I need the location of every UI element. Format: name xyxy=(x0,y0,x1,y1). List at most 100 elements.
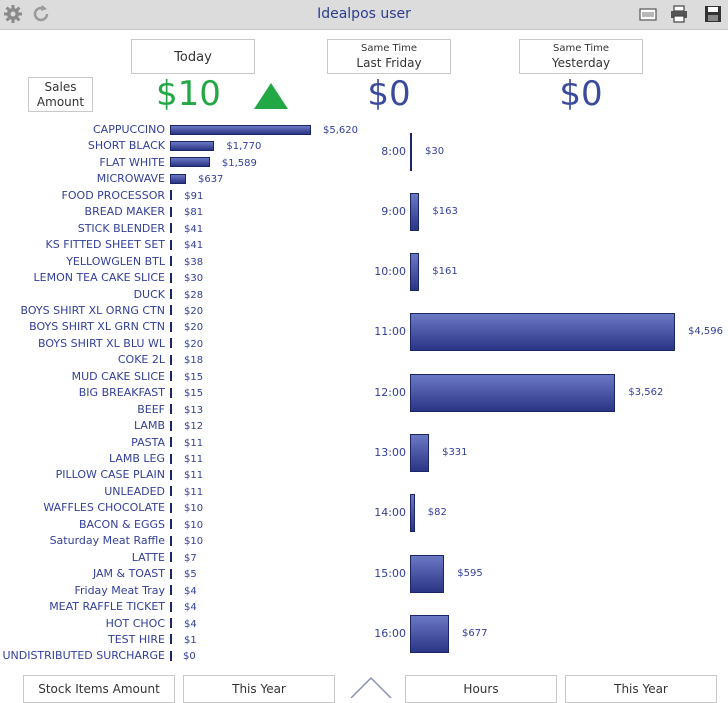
product-label: Friday Meat Tray xyxy=(74,583,165,597)
product-label: UNLEADED xyxy=(104,484,165,498)
product-bar[interactable] xyxy=(170,634,172,645)
chevron-up-icon[interactable] xyxy=(350,676,392,698)
product-bar[interactable] xyxy=(170,124,311,135)
product-value: $41 xyxy=(184,240,204,252)
hour-bar[interactable] xyxy=(410,133,412,171)
product-bar[interactable] xyxy=(170,420,172,431)
product-bar[interactable] xyxy=(170,535,172,546)
product-label: MICROWAVE xyxy=(96,172,165,186)
product-bar[interactable] xyxy=(170,502,172,513)
product-label: LATTE xyxy=(131,550,165,564)
product-bar[interactable] xyxy=(170,223,172,234)
product-label: JAM & TOAST xyxy=(92,567,165,581)
product-value: $30 xyxy=(184,273,204,285)
product-label: LAMB LEG xyxy=(108,452,165,465)
product-bar[interactable] xyxy=(170,519,172,530)
product-bar[interactable] xyxy=(170,321,172,332)
product-label: BEEF xyxy=(137,402,165,416)
save-icon[interactable] xyxy=(703,4,723,24)
product-value: $4 xyxy=(184,585,197,597)
product-label: BACON & EGGS xyxy=(79,517,165,531)
hour-bar[interactable] xyxy=(410,434,430,472)
hour-label: 10:00 xyxy=(374,265,406,278)
product-value: $11 xyxy=(184,437,204,449)
hour-bar[interactable] xyxy=(410,555,445,593)
product-value: $7 xyxy=(184,552,197,564)
product-label: Saturday Meat Raffle xyxy=(49,534,165,548)
tab-stock-items-amount[interactable]: Stock Items Amount xyxy=(23,675,175,703)
product-value: $11 xyxy=(184,454,204,465)
printer-icon[interactable] xyxy=(669,4,689,24)
today-value: $10 xyxy=(156,74,221,114)
product-label: LAMB xyxy=(134,419,165,433)
product-bar[interactable] xyxy=(170,437,172,448)
product-bar[interactable] xyxy=(170,157,210,168)
product-value: $4 xyxy=(184,602,197,614)
product-label: BREAD MAKER xyxy=(84,205,165,219)
hour-bar[interactable] xyxy=(410,615,450,653)
product-bar[interactable] xyxy=(170,453,172,464)
product-bar[interactable] xyxy=(170,618,172,628)
tab-hours[interactable]: Hours xyxy=(405,675,557,703)
hour-label: 11:00 xyxy=(374,325,406,338)
product-label: WAFFLES CHOCOLATE xyxy=(43,501,165,515)
product-bar[interactable] xyxy=(170,289,172,299)
product-bar[interactable] xyxy=(170,140,215,151)
product-bar[interactable] xyxy=(170,404,172,415)
hour-value: $30 xyxy=(425,146,445,157)
tab-this-year-right[interactable]: This Year xyxy=(565,675,717,703)
product-value: $0 xyxy=(183,651,196,663)
product-value: $4 xyxy=(184,618,197,630)
product-label: PILLOW CASE PLAIN xyxy=(55,468,165,482)
refresh-icon[interactable] xyxy=(31,4,51,24)
product-bar[interactable] xyxy=(170,305,172,316)
product-label: COKE 2L xyxy=(117,353,165,367)
product-label: MEAT RAFFLE TICKET xyxy=(49,600,165,614)
product-bar[interactable] xyxy=(170,206,173,217)
gear-icon[interactable] xyxy=(3,4,23,24)
product-bar[interactable] xyxy=(170,190,173,201)
hour-bar[interactable] xyxy=(410,374,616,412)
product-bar[interactable] xyxy=(170,338,172,349)
product-bar[interactable] xyxy=(170,650,172,661)
product-value: $12 xyxy=(184,421,204,433)
product-label: KS FITTED SHEET SET xyxy=(45,238,165,252)
product-bar[interactable] xyxy=(170,552,172,563)
email-icon[interactable] xyxy=(638,4,658,24)
product-value: $28 xyxy=(184,289,204,301)
product-value: $20 xyxy=(184,305,204,317)
tab-this-year-left[interactable]: This Year xyxy=(183,675,335,703)
hour-value: $677 xyxy=(462,628,488,639)
product-value: $38 xyxy=(184,256,204,268)
product-value: $13 xyxy=(184,404,204,416)
product-bar[interactable] xyxy=(170,354,172,365)
product-label: STICK BLENDER xyxy=(77,221,165,235)
product-bar[interactable] xyxy=(170,239,172,250)
product-bar[interactable] xyxy=(170,568,172,579)
product-bar[interactable] xyxy=(170,601,172,612)
hour-label: 9:00 xyxy=(381,205,406,218)
hour-bar[interactable] xyxy=(410,253,420,291)
today-label: Today xyxy=(131,39,255,74)
product-bar[interactable] xyxy=(170,256,172,267)
product-label: LEMON TEA CAKE SLICE xyxy=(33,271,166,285)
hour-label: 12:00 xyxy=(374,386,406,399)
hour-bar[interactable] xyxy=(410,313,675,351)
product-value: $10 xyxy=(184,519,204,531)
product-value: $18 xyxy=(184,355,204,367)
product-bar[interactable] xyxy=(170,371,172,382)
product-value: $15 xyxy=(184,371,204,383)
product-bar[interactable] xyxy=(170,272,172,283)
product-bar[interactable] xyxy=(170,173,186,184)
product-label: PASTA xyxy=(131,435,165,449)
product-value: $1 xyxy=(184,634,197,646)
product-bar[interactable] xyxy=(170,486,172,497)
product-value: $11 xyxy=(184,486,204,498)
hour-bar[interactable] xyxy=(410,193,420,231)
sales-amount-label[interactable]: Sales Amount xyxy=(28,77,93,112)
product-bar[interactable] xyxy=(170,469,172,480)
hour-bar[interactable] xyxy=(410,494,415,532)
product-bar[interactable] xyxy=(170,585,172,596)
product-bar[interactable] xyxy=(170,387,172,398)
hour-value: $3,562 xyxy=(628,387,664,398)
